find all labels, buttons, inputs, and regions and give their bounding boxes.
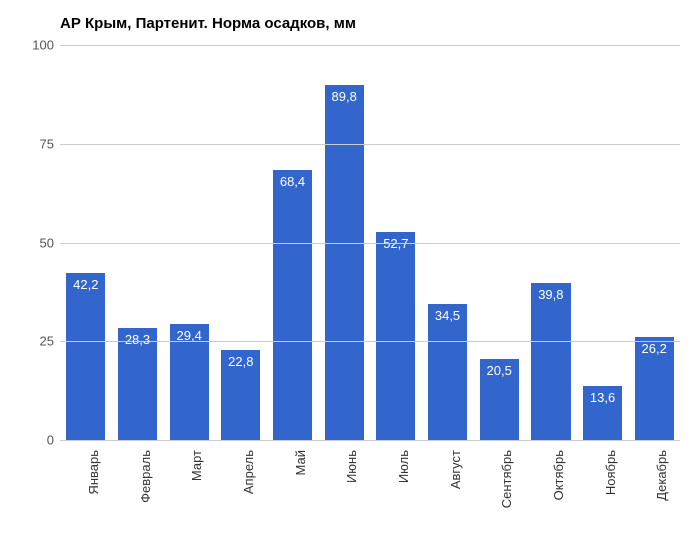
x-label-slot: Март [163, 442, 215, 532]
bar-value-label: 20,5 [480, 363, 519, 378]
x-axis-label: Декабрь [654, 450, 669, 501]
bar: 13,6 [583, 386, 622, 440]
bar-value-label: 34,5 [428, 308, 467, 323]
y-tick-label: 50 [14, 235, 54, 250]
bar: 89,8 [325, 85, 364, 440]
grid-line [60, 341, 680, 342]
y-tick-label: 75 [14, 136, 54, 151]
x-axis-label: Май [293, 450, 308, 475]
x-label-slot: Сентябрь [473, 442, 525, 532]
bar-value-label: 22,8 [221, 354, 260, 369]
x-axis-label: Сентябрь [499, 450, 514, 508]
x-axis-label: Июнь [344, 450, 359, 483]
x-label-slot: Апрель [215, 442, 267, 532]
plot-area: 42,228,329,422,868,489,852,734,520,539,8… [60, 45, 680, 440]
bar-value-label: 68,4 [273, 174, 312, 189]
bar-value-label: 13,6 [583, 390, 622, 405]
x-axis-label: Октябрь [551, 450, 566, 500]
x-label-slot: Февраль [112, 442, 164, 532]
y-tick-label: 25 [14, 334, 54, 349]
grid-line [60, 45, 680, 46]
x-axis-label: Март [189, 450, 204, 481]
x-label-slot: Июнь [318, 442, 370, 532]
bar: 20,5 [480, 359, 519, 440]
x-axis-label: Август [448, 450, 463, 489]
x-label-slot: Август [422, 442, 474, 532]
bar: 22,8 [221, 350, 260, 440]
bar: 42,2 [66, 273, 105, 440]
x-label-slot: Ноябрь [577, 442, 629, 532]
x-label-slot: Июль [370, 442, 422, 532]
bar-value-label: 26,2 [635, 341, 674, 356]
x-label-slot: Октябрь [525, 442, 577, 532]
bar-value-label: 89,8 [325, 89, 364, 104]
x-label-slot: Май [267, 442, 319, 532]
chart-title: АР Крым, Партенит. Норма осадков, мм [60, 15, 356, 32]
precipitation-chart: АР Крым, Партенит. Норма осадков, мм 42,… [10, 10, 690, 540]
x-label-slot: Январь [60, 442, 112, 532]
grid-line [60, 243, 680, 244]
x-label-slot: Декабрь [628, 442, 680, 532]
grid-line [60, 440, 680, 441]
x-axis-label: Ноябрь [603, 450, 618, 495]
y-tick-label: 100 [14, 38, 54, 53]
x-axis-label: Апрель [241, 450, 256, 494]
bar-value-label: 28,3 [118, 332, 157, 347]
x-axis-label: Январь [86, 450, 101, 495]
bar: 68,4 [273, 170, 312, 440]
bar: 52,7 [376, 232, 415, 440]
y-tick-label: 0 [14, 433, 54, 448]
x-axis-labels: Январь Февраль Март Апрель Май Июнь Июль Август… [60, 442, 680, 532]
bar: 26,2 [635, 337, 674, 440]
bar-value-label: 39,8 [531, 287, 570, 302]
bar-value-label: 42,2 [66, 277, 105, 292]
bar: 28,3 [118, 328, 157, 440]
bar: 39,8 [531, 283, 570, 440]
x-axis-label: Июль [396, 450, 411, 483]
bar: 34,5 [428, 304, 467, 440]
grid-line [60, 144, 680, 145]
x-axis-label: Февраль [138, 450, 153, 503]
